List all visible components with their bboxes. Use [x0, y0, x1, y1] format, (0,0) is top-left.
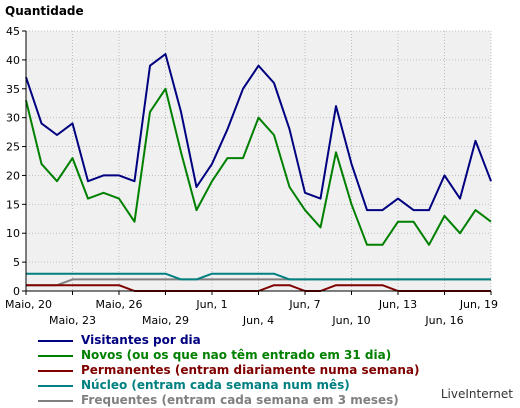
x-tick-label: Jun, 1 [195, 298, 227, 311]
legend-swatch [38, 370, 73, 372]
legend-swatch [38, 355, 73, 357]
y-tick-label: 15 [6, 198, 20, 211]
x-tick-label: Jun, 16 [424, 314, 463, 327]
y-tick-label: 5 [13, 256, 20, 269]
legend-label: Visitantes por dia [81, 333, 201, 347]
x-tick-label: Jun, 4 [242, 314, 274, 327]
legend-swatch [38, 385, 73, 387]
x-tick-label: Maio, 20 [5, 298, 52, 311]
y-tick-label: 40 [6, 54, 20, 67]
y-tick-label: 20 [6, 169, 20, 182]
grid-lines [25, 30, 492, 291]
y-tick-label: 10 [6, 227, 20, 240]
series-line-3 [26, 272, 491, 281]
x-tick-label: Jun, 13 [378, 298, 417, 311]
x-tick-label: Jun, 7 [288, 298, 320, 311]
y-tick-label: 45 [6, 25, 20, 38]
legend-label: Novos (ou os que nao têm entrado em 31 d… [81, 348, 392, 362]
x-tick-label: Jun, 19 [459, 298, 498, 311]
legend-swatch [38, 400, 73, 402]
y-tick-label: 0 [13, 285, 20, 298]
x-tick-label: Maio, 29 [142, 314, 189, 327]
y-tick-label: 30 [6, 112, 20, 125]
x-tick-label: Maio, 23 [49, 314, 96, 327]
series-line-0 [25, 53, 492, 212]
y-tick-label: 25 [6, 141, 20, 154]
y-axis-ticks: 0 5 10 15 20 25 30 35 40 45 [6, 25, 26, 298]
axes [25, 31, 491, 292]
y-tick-label: 35 [6, 83, 20, 96]
legend-label: Núcleo (entram cada semana num mês) [81, 378, 350, 392]
series-line-1 [25, 87, 492, 246]
brand-label: LiveInternet [440, 387, 513, 401]
legend-label: Permanentes (entram diariamente numa sem… [81, 363, 420, 377]
legend-label: Frequentes (entram cada semana em 3 mese… [81, 393, 399, 407]
x-tick-label: Jun, 10 [331, 314, 370, 327]
x-tick-label: Maio, 26 [95, 298, 142, 311]
y-axis-title: Quantidade [5, 4, 84, 18]
legend-swatch [38, 340, 73, 342]
